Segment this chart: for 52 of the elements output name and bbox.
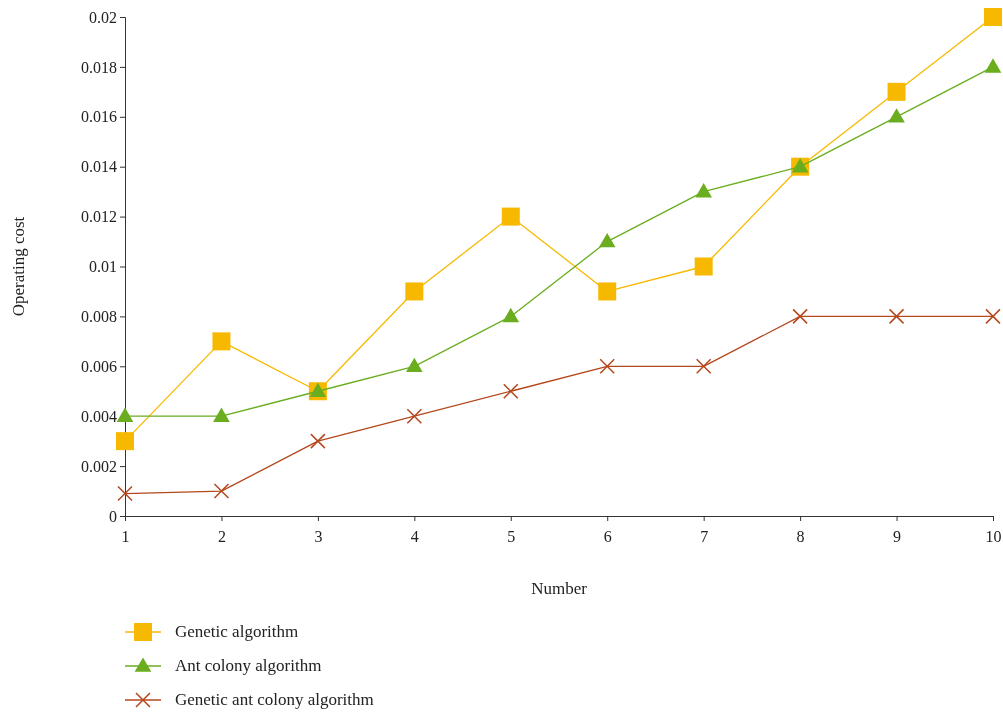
- point: [502, 307, 520, 323]
- point: [213, 407, 230, 423]
- x-axis-title: Number: [531, 579, 588, 598]
- x-tick-label: 5: [507, 527, 516, 545]
- x-tick-label: 7: [700, 527, 709, 545]
- y-tick-label: 0.01: [89, 258, 117, 276]
- point: [598, 232, 616, 248]
- point: [117, 485, 133, 502]
- point: [695, 358, 712, 375]
- point: [984, 58, 1002, 73]
- point: [695, 183, 712, 198]
- y-axis-title: Operating cost: [9, 216, 28, 317]
- y-tick-label: 0.012: [81, 208, 117, 226]
- x-tick-label: 1: [121, 527, 130, 545]
- point: [598, 282, 617, 301]
- point: [405, 282, 424, 301]
- point: [694, 257, 713, 276]
- y-tick-label: 0.016: [81, 108, 117, 126]
- point: [599, 358, 615, 375]
- point: [212, 332, 231, 351]
- x-tick-label: 6: [603, 527, 612, 545]
- legend-label: Ant colony algorithm: [175, 656, 322, 675]
- point: [116, 407, 134, 423]
- y-tick-label: 0.02: [89, 8, 117, 26]
- y-tick-label: 0.004: [81, 407, 117, 425]
- y-tick-label: 0.006: [81, 357, 117, 375]
- point: [792, 308, 808, 325]
- y-tick-label: 0.008: [81, 308, 117, 326]
- legend-label: Genetic algorithm: [175, 622, 299, 641]
- point: [501, 207, 520, 226]
- legend-label: Genetic ant colony algorithm: [175, 690, 374, 709]
- x-tick-label: 10: [985, 527, 1002, 545]
- y-tick-label: 0.018: [81, 58, 117, 76]
- point: [888, 308, 905, 325]
- point: [310, 433, 326, 449]
- x-tick-label: 3: [314, 527, 323, 545]
- x-tick-label: 8: [796, 527, 805, 545]
- y-tick-label: 0: [109, 507, 117, 525]
- point: [887, 82, 906, 101]
- point: [406, 357, 423, 373]
- point: [888, 108, 905, 123]
- y-tick-label: 0.002: [81, 457, 117, 475]
- point: [984, 8, 1002, 26]
- point: [985, 308, 1001, 325]
- x-tick-label: 2: [217, 527, 226, 545]
- point: [213, 483, 230, 499]
- point: [503, 383, 519, 399]
- point: [116, 432, 134, 451]
- point: [406, 408, 423, 424]
- x-tick-label: 4: [410, 527, 419, 545]
- x-tick-label: 9: [893, 527, 902, 545]
- y-tick-label: 0.014: [81, 158, 117, 176]
